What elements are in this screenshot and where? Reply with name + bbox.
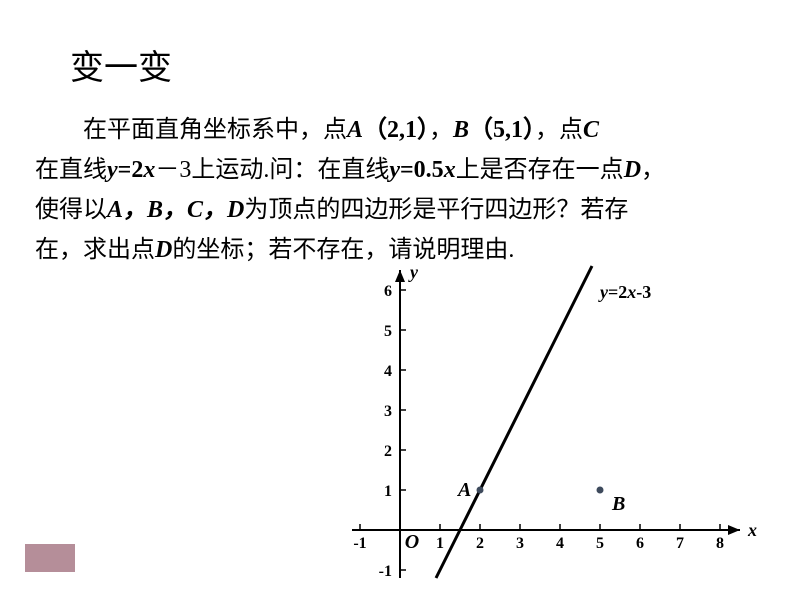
page-title: 变一变 <box>70 40 172 89</box>
badge <box>25 544 75 572</box>
svg-text:B: B <box>611 493 625 515</box>
svg-text:4: 4 <box>384 363 392 380</box>
svg-text:O: O <box>405 531 419 553</box>
svg-text:A: A <box>456 479 471 501</box>
svg-text:3: 3 <box>384 403 392 420</box>
svg-text:3: 3 <box>516 535 524 552</box>
svg-text:2: 2 <box>384 443 392 460</box>
svg-text:5: 5 <box>384 323 392 340</box>
svg-text:5: 5 <box>596 535 604 552</box>
svg-text:2: 2 <box>476 535 484 552</box>
svg-text:-1: -1 <box>379 563 392 580</box>
svg-text:-1: -1 <box>353 535 366 552</box>
svg-text:y: y <box>408 262 419 282</box>
svg-text:4: 4 <box>556 535 564 552</box>
svg-text:1: 1 <box>436 535 444 552</box>
svg-text:6: 6 <box>384 283 392 300</box>
svg-text:6: 6 <box>636 535 644 552</box>
svg-text:x: x <box>747 520 757 540</box>
svg-text:8: 8 <box>716 535 724 552</box>
problem-text: 在平面直角坐标系中，点A（2,1），B（5,1），点C 在直线y=2x－3上运动… <box>35 110 759 270</box>
coordinate-chart: -1 1 2 3 4 5 6 7 8 -1 1 2 3 4 5 6 Ox y y=2x-3 A B <box>350 250 790 590</box>
svg-text:1: 1 <box>384 483 392 500</box>
svg-text:7: 7 <box>676 535 684 552</box>
svg-text:y=2x-3: y=2x-3 <box>598 282 651 302</box>
